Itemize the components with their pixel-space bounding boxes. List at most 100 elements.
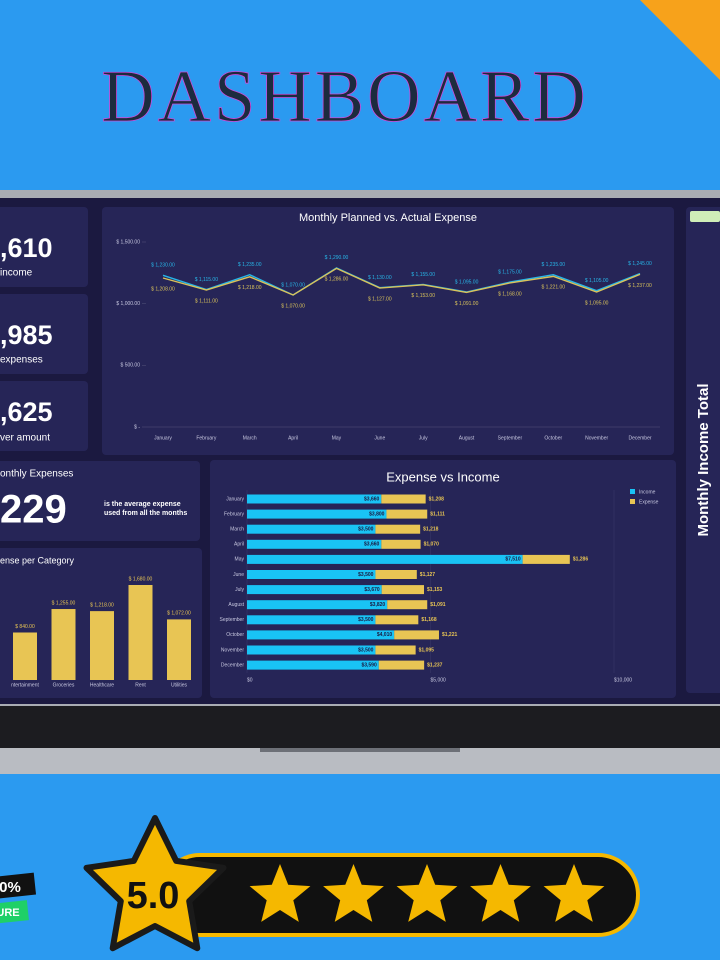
data-label: $3,670	[364, 587, 380, 593]
bar	[375, 570, 417, 579]
data-label: $3,660	[364, 542, 380, 548]
data-label: $ 1,095.00	[585, 300, 609, 306]
bar	[247, 524, 376, 534]
data-label: $1,168	[421, 617, 437, 623]
data-label: $1,095	[419, 647, 435, 653]
kpi-label: income	[0, 268, 33, 279]
bar	[247, 554, 523, 564]
x-tick-label: $0	[247, 677, 253, 683]
y-tick-label: May	[235, 557, 245, 563]
kpi-card	[0, 207, 88, 287]
data-label: $1,091	[430, 602, 446, 608]
kpi-card	[0, 294, 88, 374]
laptop-keyboard	[0, 706, 720, 748]
side-panel-tag	[690, 211, 720, 222]
bar	[381, 494, 426, 504]
x-tick-label: July	[419, 435, 428, 441]
badge-line1: 0%	[0, 879, 21, 896]
data-label: $ 840.00	[15, 624, 35, 630]
line-series	[162, 267, 641, 296]
y-tick-label: $ 1,000.00	[116, 301, 140, 307]
data-label: $3,500	[358, 527, 374, 533]
data-label: $1,127	[420, 572, 436, 578]
data-label: $ 1,155.00	[411, 272, 435, 278]
average-note: is the average expense used from all the…	[104, 501, 188, 517]
x-tick-label: October	[544, 435, 562, 441]
kpi-label: expenses	[0, 355, 43, 366]
bar	[247, 645, 376, 655]
y-tick-label: July	[235, 587, 244, 593]
category-title: ense per Category	[0, 555, 75, 565]
page-title: DASHBOARD	[101, 56, 589, 138]
rating-star	[323, 864, 384, 922]
data-label: $3,500	[358, 617, 374, 623]
data-label: $ 1,208.00	[151, 286, 175, 292]
data-label: $ 1,290.00	[325, 255, 349, 261]
data-label: $ 1,127.00	[368, 296, 392, 302]
x-tick-label: $5,000	[431, 677, 447, 683]
badge-line2: URE	[0, 907, 20, 919]
data-label: $1,208	[429, 496, 445, 502]
y-tick-label: April	[234, 542, 244, 548]
data-label: $1,070	[424, 542, 440, 548]
x-tick-label: November	[585, 435, 608, 441]
data-label: $1,237	[427, 662, 443, 668]
x-tick-label: Utilities	[171, 682, 188, 688]
bar	[381, 539, 421, 549]
data-label: $ 1,230.00	[151, 263, 175, 269]
bar	[522, 554, 570, 564]
data-label: $1,221	[442, 632, 458, 638]
bar	[247, 585, 382, 595]
x-tick-label: December	[628, 435, 651, 441]
bar	[387, 600, 428, 610]
data-label: $ 1,218.00	[238, 285, 262, 291]
y-tick-label: November	[221, 647, 244, 653]
data-label: $ 1,218.00	[90, 602, 114, 608]
data-label: $1,111	[430, 511, 445, 517]
rating-star	[249, 864, 311, 922]
data-label: $3,820	[370, 602, 386, 608]
y-tick-label: December	[221, 662, 244, 668]
x-tick-label: January	[154, 435, 172, 441]
data-label: $ 1,070.00	[281, 303, 305, 309]
laptop-base	[0, 748, 720, 774]
y-tick-label: September	[220, 617, 245, 623]
y-tick-label: $ 500.00	[121, 363, 141, 369]
average-value: 229	[0, 488, 67, 532]
line-title: Monthly Planned vs. Actual Expense	[299, 212, 477, 224]
bar	[394, 630, 439, 640]
data-label: $3,800	[369, 511, 385, 517]
data-label: $1,153	[427, 587, 443, 593]
badge-top	[0, 872, 37, 900]
x-tick-label: May	[332, 435, 342, 441]
average-panel	[0, 461, 200, 541]
y-tick-label: June	[233, 572, 244, 578]
data-label: $ 1,221.00	[541, 285, 565, 291]
bar	[247, 660, 379, 670]
y-tick-label: $ 1,500.00	[116, 239, 140, 245]
rating-star	[396, 864, 458, 922]
side-panel	[686, 207, 720, 693]
data-label: $ 1,680.00	[129, 576, 153, 582]
data-label: $ 1,072.00	[167, 611, 191, 617]
rating-badge-star	[83, 815, 227, 952]
bar	[375, 524, 421, 534]
y-tick-label: February	[224, 511, 245, 517]
data-label: $7,510	[505, 557, 521, 563]
x-tick-label: April	[288, 435, 298, 441]
bar	[51, 609, 76, 680]
x-tick-label: ntertainment	[11, 682, 39, 688]
bar	[247, 600, 388, 610]
corner-ribbon	[640, 0, 720, 80]
data-label: $ 1,153.00	[411, 293, 435, 299]
rating-score: 5.0	[127, 875, 180, 917]
bar	[247, 509, 387, 519]
y-tick-label: January	[226, 496, 244, 502]
data-label: $ 1,237.00	[628, 283, 652, 289]
data-label: $ 1,115.00	[195, 277, 218, 283]
kpi-card	[0, 381, 88, 451]
bar	[13, 632, 37, 680]
bar	[247, 494, 382, 504]
average-title: onthly Expenses	[0, 469, 73, 480]
x-tick-label: June	[374, 435, 385, 441]
